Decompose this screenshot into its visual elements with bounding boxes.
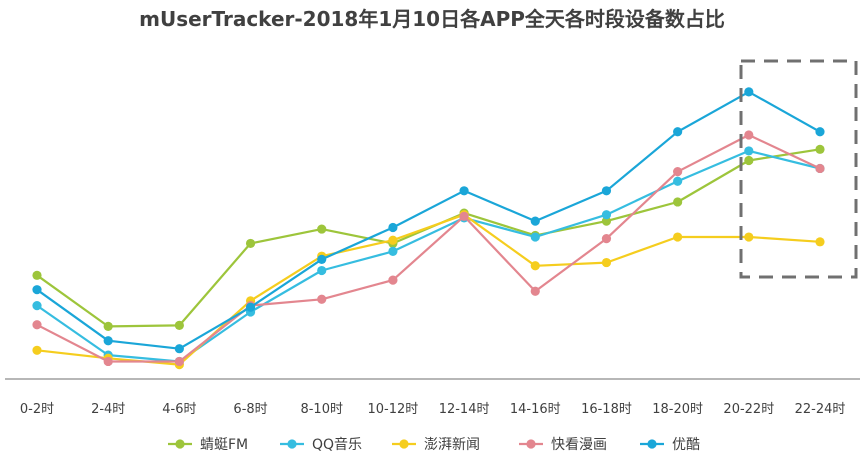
- x-tick-label: 2-4时: [91, 402, 125, 417]
- data-point: [174, 344, 184, 354]
- legend-swatch-marker: [175, 439, 185, 449]
- data-point: [673, 127, 683, 137]
- legend-item: QQ音乐: [280, 436, 362, 453]
- data-point: [32, 285, 42, 295]
- legend-item: 快看漫画: [519, 437, 607, 453]
- series-line: [36, 133, 821, 363]
- chart-title: mUserTracker-2018年1月10日各APP全天各时段设备数占比: [139, 7, 725, 31]
- data-point: [317, 254, 327, 264]
- legend-label: QQ音乐: [312, 436, 362, 453]
- x-tick-label: 0-2时: [20, 402, 54, 417]
- legend-item: 澎湃新闻: [392, 437, 480, 453]
- legend: 蜻蜓FM QQ音乐 澎湃新闻 快看漫画 优酷: [168, 436, 700, 453]
- legend-swatch-marker: [399, 439, 409, 449]
- legend-item: 蜻蜓FM: [168, 437, 248, 453]
- x-tick-label: 4-6时: [162, 402, 196, 417]
- series-line: [36, 149, 821, 363]
- data-point: [601, 234, 612, 244]
- data-point: [744, 130, 754, 140]
- legend-swatch-marker: [647, 439, 657, 449]
- data-point: [388, 222, 398, 233]
- x-tick-label: 18-20时: [652, 402, 703, 417]
- x-tick-label: 8-10时: [300, 402, 343, 417]
- data-point: [815, 163, 825, 174]
- series-5: [32, 87, 825, 354]
- legend-label: 快看漫画: [551, 437, 607, 453]
- legend-label: 蜻蜓FM: [200, 437, 248, 453]
- data-point: [530, 216, 540, 226]
- x-tick-label: 16-18时: [581, 402, 632, 417]
- series-line: [36, 90, 821, 350]
- legend-swatch-marker: [287, 439, 297, 449]
- x-tick-labels: 0-2时 2-4时 4-6时 6-8时 8-10时 10-12时 12-14时 14-16时 1…: [20, 402, 846, 417]
- data-point: [388, 235, 398, 245]
- series-line: [36, 213, 821, 366]
- data-point: [744, 155, 754, 166]
- x-tick-label: 10-12时: [368, 402, 419, 417]
- x-tick-label: 12-14时: [439, 402, 490, 417]
- legend-swatch-marker: [526, 439, 536, 449]
- data-point: [32, 270, 42, 280]
- data-point: [601, 186, 612, 196]
- data-point: [103, 356, 113, 367]
- x-tick-label: 6-8时: [233, 402, 267, 417]
- x-tick-label: 20-22时: [723, 402, 774, 417]
- x-tick-label: 22-24时: [795, 402, 846, 417]
- data-point: [388, 275, 398, 285]
- data-point: [815, 237, 825, 247]
- series-2: [32, 146, 825, 367]
- data-point: [32, 301, 42, 311]
- data-point: [815, 127, 825, 137]
- data-point: [601, 257, 612, 268]
- data-point: [673, 197, 683, 207]
- data-point: [174, 356, 184, 367]
- legend-label: 澎湃新闻: [424, 437, 480, 453]
- data-point: [32, 345, 42, 355]
- data-point: [673, 232, 683, 242]
- series-lines: [32, 87, 825, 370]
- data-point: [103, 321, 113, 331]
- data-point: [388, 246, 398, 256]
- data-point: [744, 232, 754, 242]
- data-point: [530, 232, 540, 242]
- highlight-box: [739, 59, 858, 279]
- data-point: [317, 265, 327, 276]
- data-point: [317, 294, 327, 304]
- data-point: [601, 210, 612, 220]
- data-point: [245, 302, 256, 312]
- data-point: [32, 320, 42, 330]
- x-tick-label: 14-16时: [510, 402, 561, 417]
- data-point: [673, 167, 683, 177]
- data-point: [744, 146, 754, 156]
- data-point: [601, 216, 612, 226]
- data-point: [103, 336, 113, 346]
- data-point: [530, 261, 540, 271]
- legend-item: 优酷: [640, 437, 700, 453]
- data-point: [317, 224, 327, 234]
- data-point: [530, 286, 540, 296]
- data-point: [459, 186, 469, 196]
- data-point: [673, 176, 683, 186]
- data-point: [744, 87, 754, 97]
- data-point: [245, 238, 256, 249]
- data-point: [815, 144, 825, 154]
- legend-label: 优酷: [672, 437, 700, 453]
- data-point: [459, 211, 469, 221]
- series-4: [32, 130, 825, 367]
- data-point: [174, 320, 184, 331]
